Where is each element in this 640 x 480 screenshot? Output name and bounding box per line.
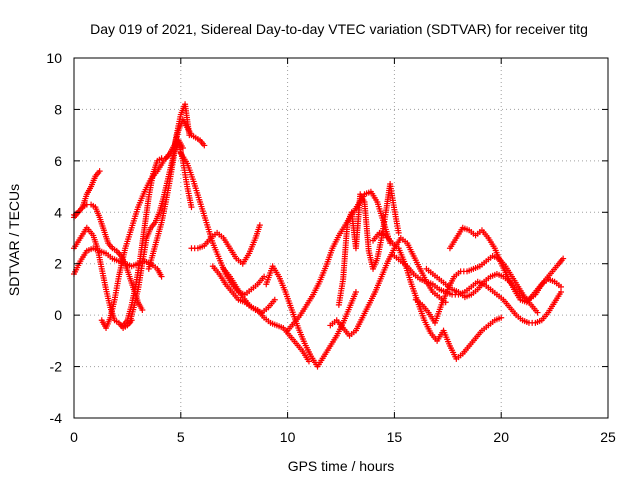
series-track-16 xyxy=(327,235,449,339)
y-tick-label: -4 xyxy=(50,410,63,426)
plus-marker xyxy=(558,289,565,295)
plus-marker xyxy=(395,229,402,236)
series-track-21 xyxy=(423,265,565,303)
x-axis-label: GPS time / hours xyxy=(288,458,395,474)
plus-marker xyxy=(560,255,567,262)
y-axis-label: SDTVAR / TECUs xyxy=(6,184,22,296)
y-tick-label: 0 xyxy=(54,307,62,323)
data-points xyxy=(71,101,567,370)
plus-marker xyxy=(352,289,359,295)
series-track-13 xyxy=(263,263,359,370)
x-tick-label: 5 xyxy=(177,429,185,445)
chart-title: Day 019 of 2021, Sidereal Day-to-day VTE… xyxy=(90,21,588,37)
y-tick-label: 6 xyxy=(54,153,62,169)
plus-marker xyxy=(256,222,263,229)
series-track-12 xyxy=(220,265,278,316)
axis-ticks: 0 5 10 15 20 25 -4 -2 0 2 4 6 8 10 xyxy=(46,50,616,445)
y-tick-label: -2 xyxy=(50,359,63,375)
x-tick-label: 15 xyxy=(387,429,403,445)
y-tick-label: 8 xyxy=(54,101,62,117)
plus-marker xyxy=(201,142,208,149)
plus-marker xyxy=(188,204,195,211)
y-tick-label: 2 xyxy=(54,256,62,272)
x-tick-label: 0 xyxy=(70,429,78,445)
plus-marker xyxy=(158,273,165,280)
plus-marker xyxy=(305,358,312,365)
x-tick-label: 20 xyxy=(493,429,509,445)
grid-lines xyxy=(74,58,608,418)
plus-marker xyxy=(261,273,268,280)
plus-marker xyxy=(139,307,146,313)
plus-marker xyxy=(558,283,565,290)
y-tick-label: 10 xyxy=(46,50,62,66)
plus-marker xyxy=(534,309,541,316)
plus-marker xyxy=(96,168,103,175)
y-tick-label: 4 xyxy=(54,204,62,220)
x-tick-label: 25 xyxy=(600,429,616,445)
plus-marker xyxy=(498,314,505,321)
plus-marker xyxy=(271,296,278,303)
plot-frame xyxy=(73,57,609,419)
x-tick-label: 10 xyxy=(280,429,296,445)
series-track-17 xyxy=(370,229,505,362)
series-track-10 xyxy=(188,222,263,267)
plus-marker xyxy=(186,132,193,139)
series-track-15 xyxy=(335,181,402,308)
